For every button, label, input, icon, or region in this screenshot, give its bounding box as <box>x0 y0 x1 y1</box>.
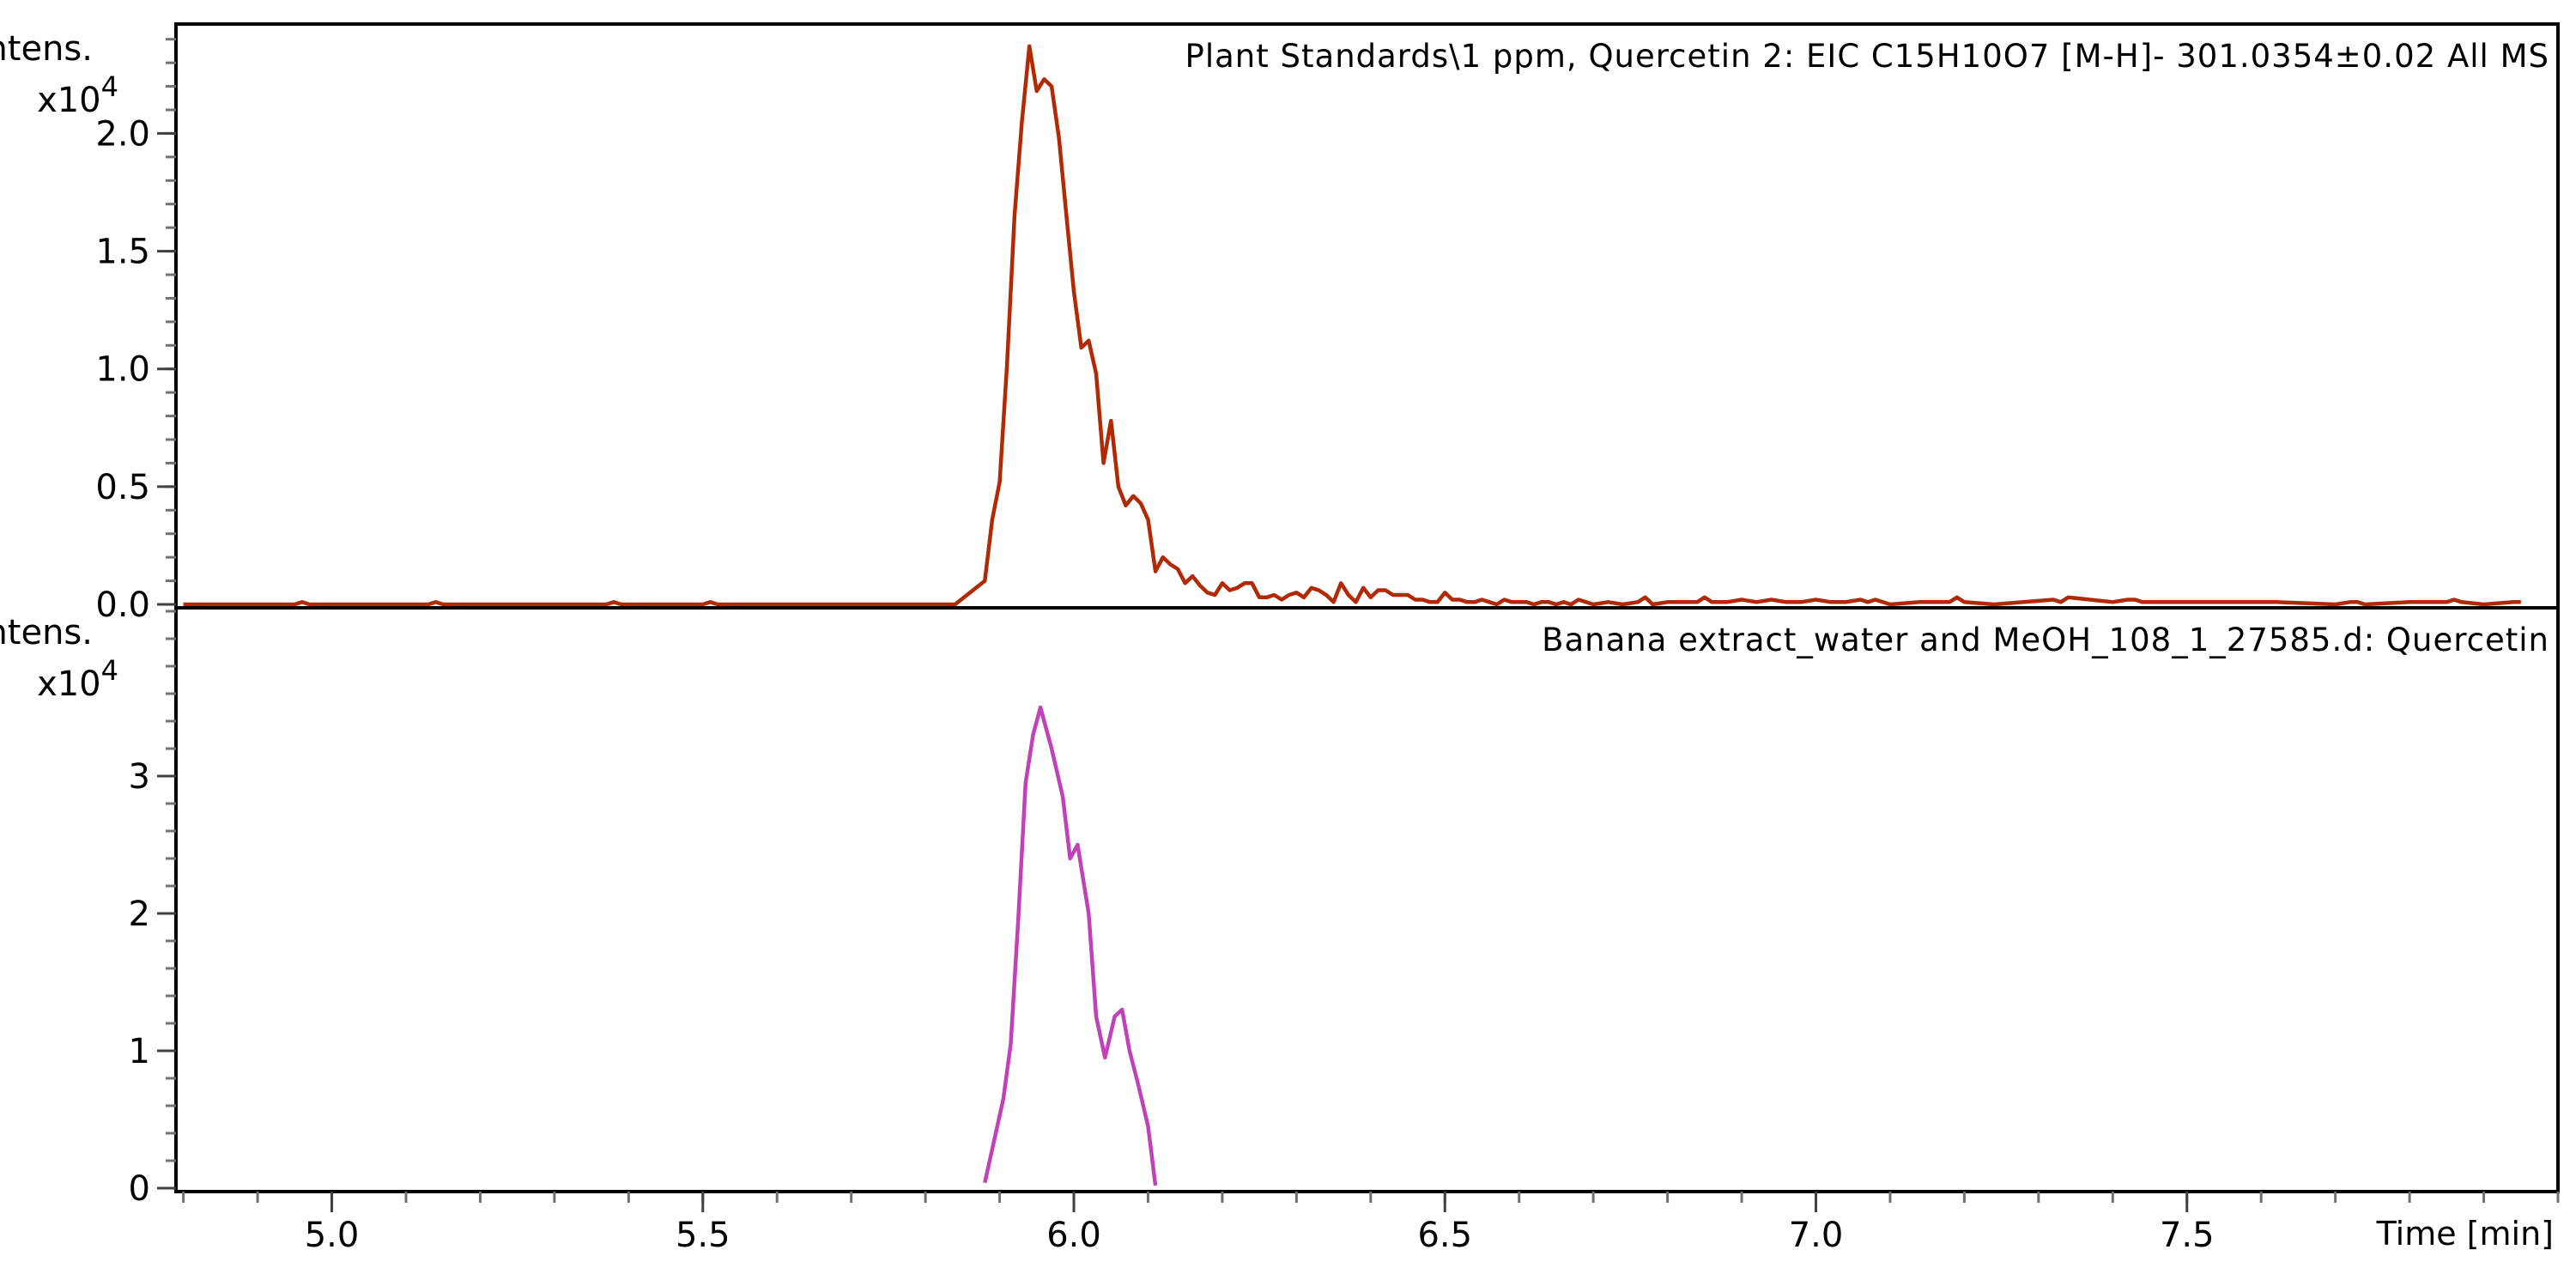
y-scale-base: x10 <box>37 81 101 120</box>
y-tick-label: 1.0 <box>95 350 150 390</box>
y-tick-label: 3 <box>129 757 150 797</box>
y-tick-label: 0 <box>129 1169 150 1209</box>
x-tick-label: 5.5 <box>676 1216 730 1255</box>
trace-title: Banana extract_water and MeOH_108_1_2758… <box>1542 622 2549 658</box>
time-axis: 5.0 5.5 6.0 6.5 7.0 7.5 Time [min] <box>182 1192 2560 1255</box>
y-tick-label: 0.0 <box>95 585 150 625</box>
y-tick-label: 2.0 <box>95 114 150 154</box>
y-scale-factor: x104 <box>37 654 118 704</box>
y-axis-label: Intens. <box>0 613 93 652</box>
x-tick-label: 5.0 <box>305 1216 360 1255</box>
y-tick-label: 1 <box>129 1032 150 1071</box>
x-tick-label: 6.5 <box>1417 1216 1472 1255</box>
y-tick-label: 0.5 <box>95 468 150 507</box>
x-axis-label: Time [min] <box>2376 1215 2554 1253</box>
y-scale-exponent: 4 <box>101 654 118 687</box>
y-tick-label: 1.5 <box>95 233 150 272</box>
x-tick-label: 6.0 <box>1046 1216 1101 1255</box>
y-tick-label: 2 <box>129 895 150 934</box>
y-scale-factor: x104 <box>37 70 118 120</box>
x-tick-label: 7.0 <box>1789 1216 1844 1255</box>
trace-line-standard <box>183 44 2521 607</box>
trace-title: Plant Standards\1 ppm, Quercetin 2: EIC … <box>1185 38 2549 75</box>
y-scale-base: x10 <box>37 664 101 704</box>
plot-frame-banana <box>174 606 2560 1193</box>
y-scale-exponent: 4 <box>101 70 118 103</box>
trace-line-banana <box>983 705 1158 1186</box>
y-axis-label: Intens. <box>0 29 93 69</box>
x-tick-label: 7.5 <box>2160 1216 2215 1255</box>
